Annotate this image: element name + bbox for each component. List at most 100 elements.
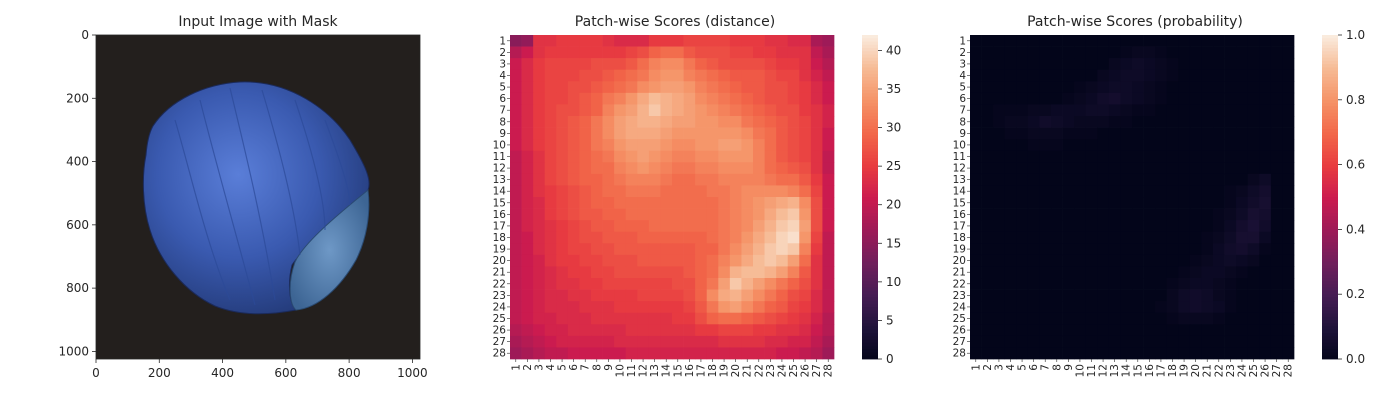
heatmap-cell (660, 197, 673, 209)
heatmap-cell (753, 324, 765, 337)
heatmap-cell (591, 208, 603, 221)
col-tick-label: 24 (776, 364, 788, 378)
heatmap-cell (648, 312, 661, 325)
colorbar-segment (1322, 122, 1338, 127)
heatmap-cell (672, 301, 684, 314)
heatmap-cell (799, 127, 812, 140)
colorbar-segment (862, 274, 878, 279)
heatmap-cell (1062, 69, 1075, 82)
heatmap-cell (1259, 324, 1272, 337)
heatmap-cell (787, 254, 800, 267)
heatmap-cell (556, 35, 569, 47)
heatmap-cell (533, 35, 546, 47)
heatmap-cell (672, 197, 684, 209)
heatmap-cell (1004, 266, 1017, 279)
heatmap-cell (1270, 335, 1283, 348)
heatmap-cell (1282, 278, 1295, 290)
heatmap-cell (1051, 197, 1063, 209)
heatmap-cell (1247, 46, 1260, 59)
heatmap-cell (741, 69, 754, 82)
heatmap-cell (1062, 197, 1075, 209)
colorbar-segment (1322, 336, 1338, 340)
heatmap-cell (533, 162, 546, 175)
panel2-title: Patch-wise Scores (distance) (575, 14, 775, 30)
heatmap-cell (706, 197, 719, 209)
heatmap-cell (1132, 231, 1144, 244)
heatmap-cell (1143, 208, 1156, 221)
row-tick-label: 4 (499, 70, 506, 82)
heatmap-cell (579, 197, 592, 209)
heatmap-cell (1097, 116, 1110, 128)
heatmap-cell (1097, 81, 1110, 94)
heatmap-cell (1201, 81, 1214, 94)
colorbar-segment (1322, 106, 1338, 110)
heatmap-cell (1224, 185, 1237, 198)
heatmap-cell (810, 139, 823, 152)
heatmap-cell (1282, 116, 1295, 128)
heatmap-cell (1016, 69, 1029, 82)
heatmap-cell (533, 104, 546, 117)
heatmap-cell (510, 335, 522, 348)
heatmap-cell (810, 69, 823, 82)
heatmap-cell (672, 231, 684, 244)
heatmap-cell (1120, 289, 1133, 302)
heatmap-cell (1201, 335, 1214, 348)
heatmap-cell (1108, 35, 1121, 47)
heatmap-cell (521, 150, 534, 163)
colorbar-segment (1322, 151, 1338, 156)
row-tick-label: 19 (493, 244, 506, 256)
heatmap-cell (521, 46, 534, 59)
heatmap-cell (1178, 127, 1191, 140)
heatmap-cell (1039, 324, 1052, 337)
heatmap-cell (764, 254, 777, 267)
heatmap-cell (1074, 266, 1087, 279)
colorbar-segment (1322, 109, 1338, 114)
heatmap-cell (729, 243, 742, 256)
colorbar-segment (862, 216, 878, 221)
colorbar-segment (862, 203, 878, 208)
heatmap-cell (993, 301, 1006, 314)
heatmap-cell (579, 231, 592, 244)
heatmap-cell (695, 243, 708, 256)
heatmap-cell (1166, 150, 1179, 163)
heatmap-cell (1039, 243, 1052, 256)
heatmap-cell (1143, 347, 1156, 360)
heatmap-cell (1062, 92, 1075, 105)
heatmap-cell (602, 139, 615, 152)
heatmap-cell (1178, 104, 1191, 117)
row-tick-label: 23 (493, 290, 506, 302)
heatmap-cell (556, 173, 569, 186)
heatmap-cell (660, 266, 673, 279)
heatmap-cell (510, 347, 522, 360)
heatmap-cell (787, 81, 800, 94)
heatmap-cell (683, 254, 696, 267)
row-tick-label: 6 (499, 93, 506, 105)
heatmap-cell (1189, 312, 1202, 325)
heatmap-cell (1108, 116, 1121, 128)
panel3-title: Patch-wise Scores (probability) (1027, 14, 1243, 30)
col-tick-label: 10 (1074, 364, 1086, 377)
colorbar-segment (862, 103, 878, 107)
heatmap-cell (1155, 162, 1168, 175)
heatmap-cell (1247, 197, 1260, 209)
heatmap-cell (1213, 335, 1225, 348)
heatmap-cell (753, 289, 765, 302)
heatmap-cell (1282, 185, 1295, 198)
colorbar-segment (862, 271, 878, 276)
heatmap-cell (799, 266, 812, 279)
heatmap-cell (1085, 347, 1098, 360)
heatmap-cell (1247, 173, 1260, 186)
heatmap-cell (602, 278, 615, 290)
heatmap-cell (1120, 266, 1133, 279)
heatmap-cell (648, 46, 661, 59)
colorbar-segment (862, 226, 878, 230)
heatmap-cell (556, 208, 569, 221)
heatmap-cell (567, 104, 580, 117)
heatmap-cell (1236, 197, 1249, 209)
colorbar-segment (1322, 77, 1338, 81)
heatmap-cell (1155, 243, 1168, 256)
heatmap-cell (1189, 139, 1202, 152)
colorbar-segment (862, 342, 878, 347)
heatmap-cell (753, 254, 765, 267)
heatmap-cell (556, 127, 569, 140)
